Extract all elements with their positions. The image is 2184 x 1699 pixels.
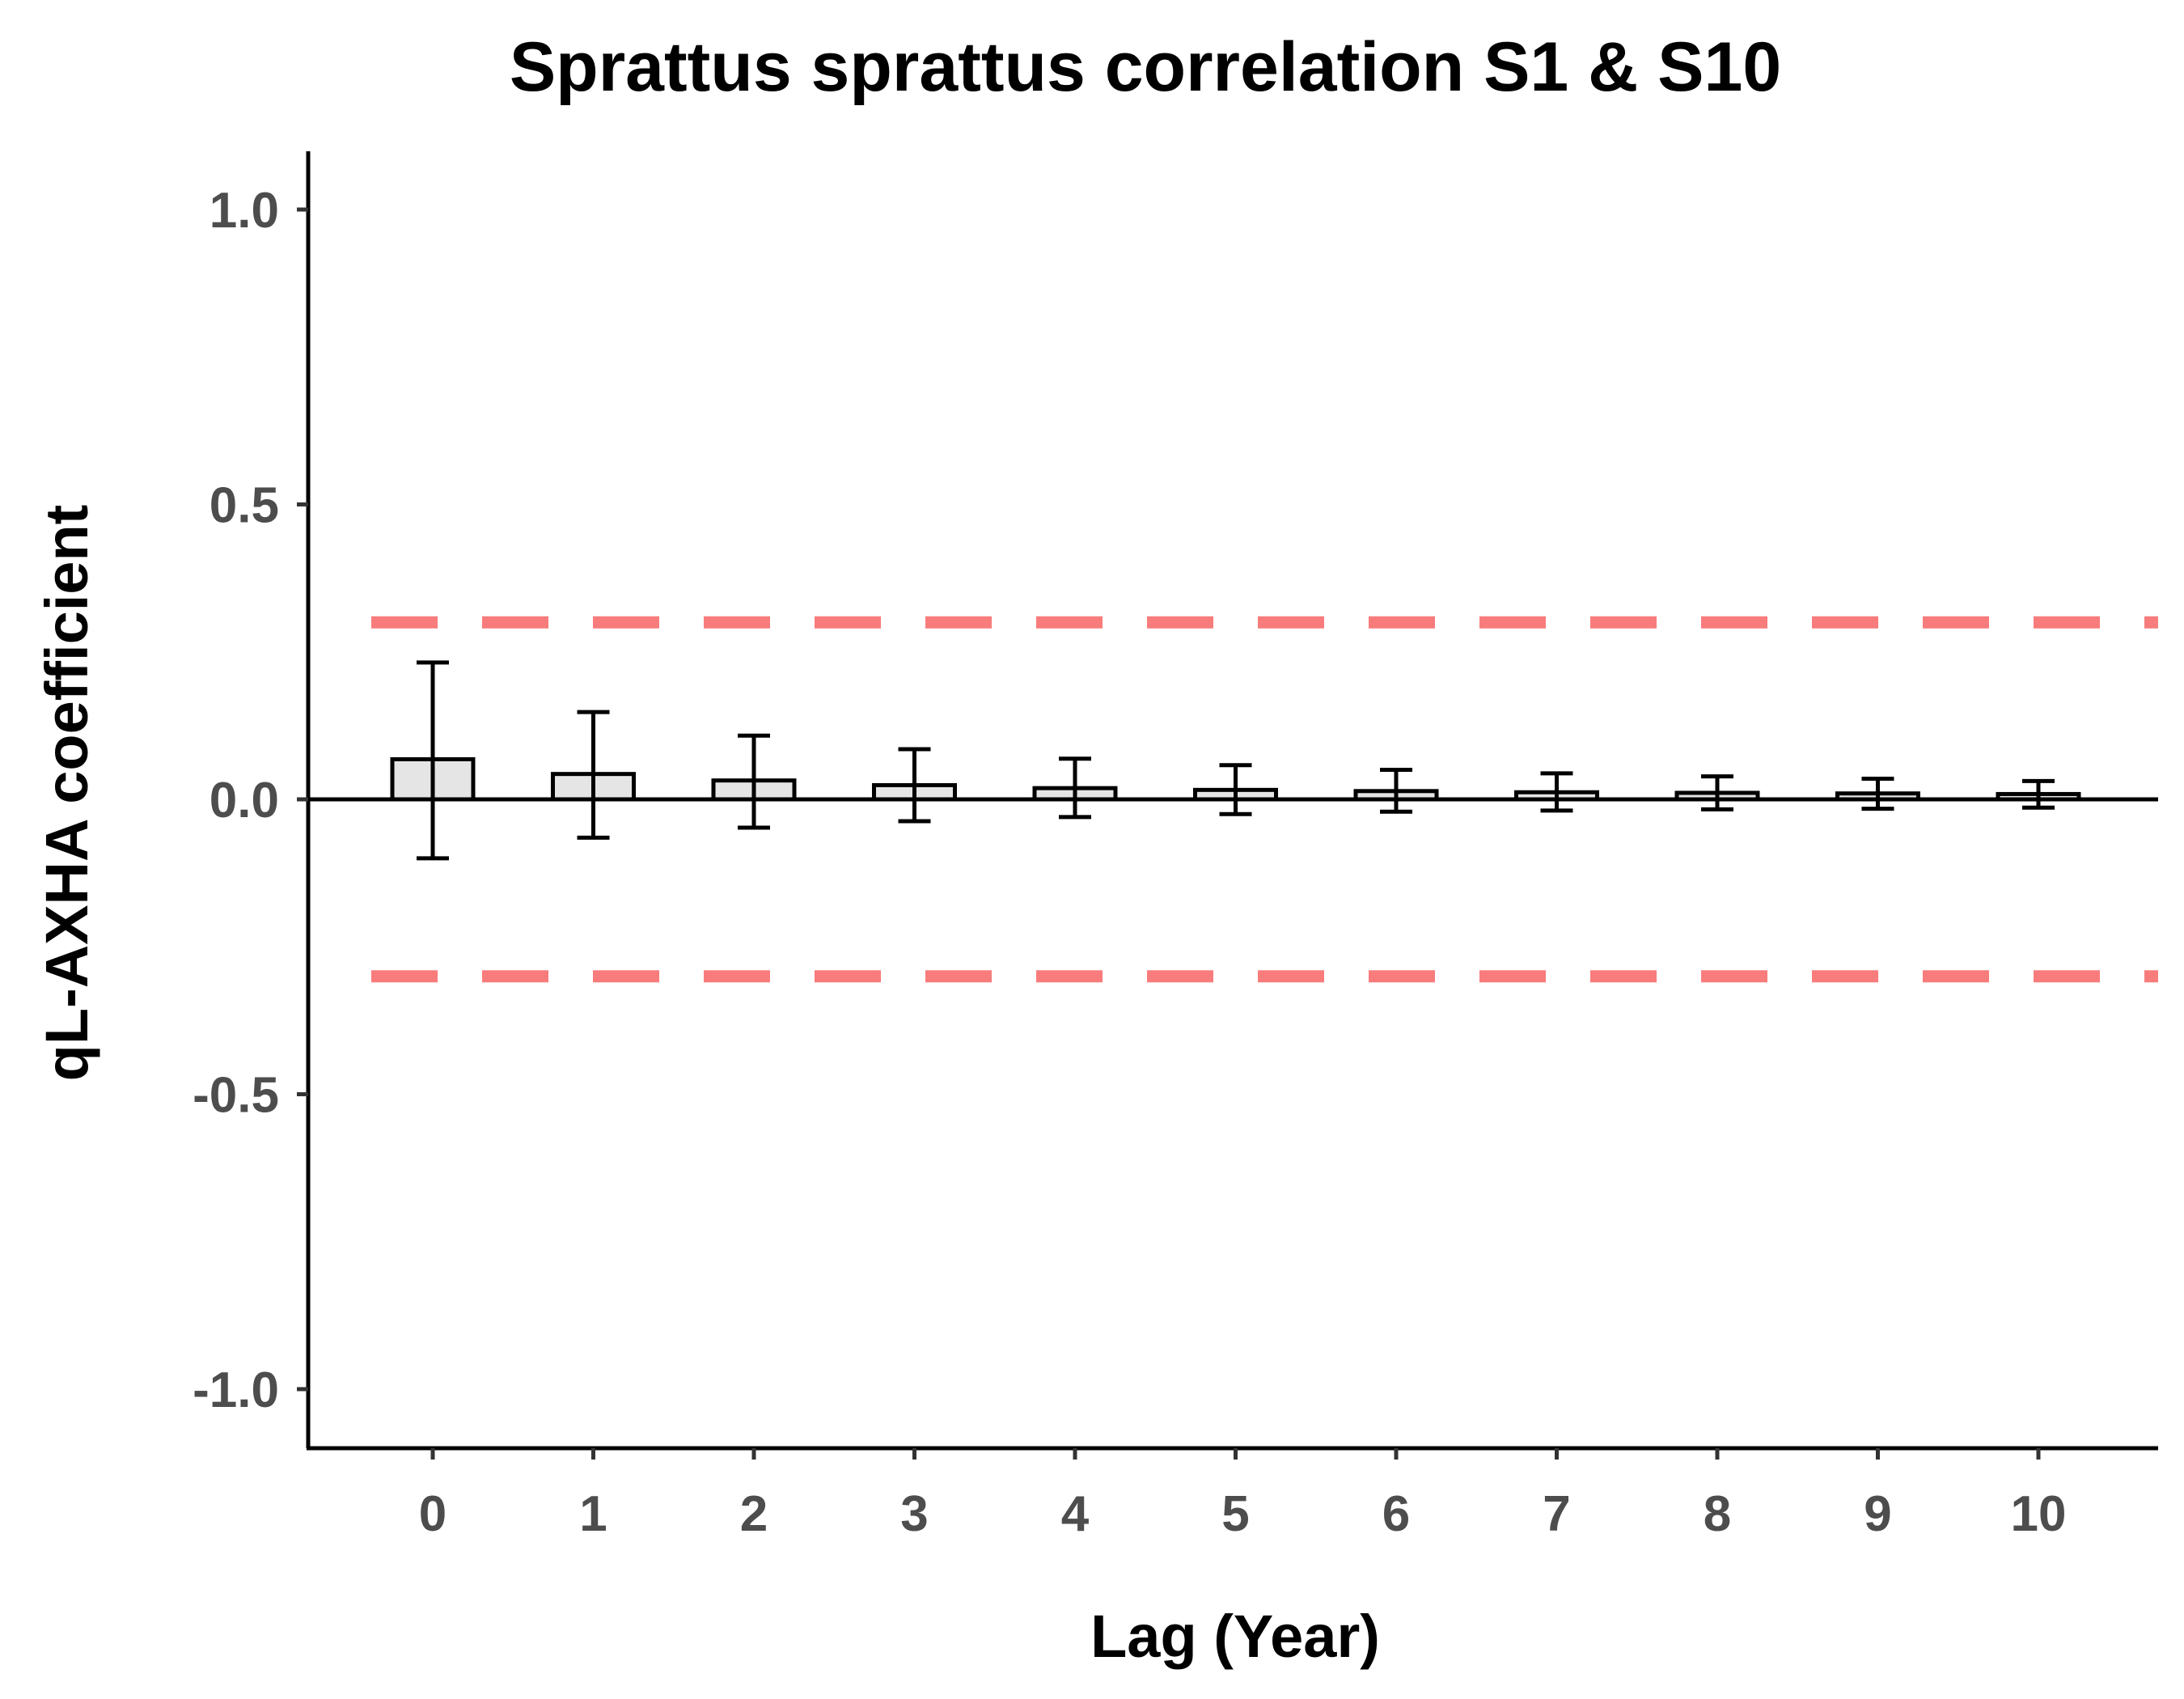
x-tick-label: 2 — [740, 1486, 768, 1542]
x-tick-label: 5 — [1221, 1486, 1249, 1542]
x-tick-label: 9 — [1864, 1486, 1891, 1542]
y-tick-label: 0.0 — [210, 773, 279, 828]
x-tick-label: 10 — [2011, 1486, 2067, 1542]
x-tick-label: 1 — [579, 1486, 607, 1542]
x-tick-label: 8 — [1704, 1486, 1731, 1542]
y-axis-title: qL-AXHA coefficient — [33, 505, 100, 1082]
x-tick-label: 7 — [1543, 1486, 1570, 1542]
x-tick-label: 0 — [419, 1486, 447, 1542]
y-tick-label: 1.0 — [210, 183, 279, 239]
x-axis-title: Lag (Year) — [1090, 1603, 1380, 1670]
y-tick-label: 0.5 — [210, 478, 279, 534]
x-tick-label: 6 — [1382, 1486, 1410, 1542]
x-tick-label: 3 — [900, 1486, 928, 1542]
y-tick-label: -1.0 — [193, 1362, 279, 1418]
y-tick-label: -0.5 — [193, 1068, 279, 1124]
x-tick-label: 4 — [1061, 1486, 1090, 1542]
chart-title: Sprattus sprattus correlation S1 & S10 — [510, 28, 1781, 106]
plot-area: 1.0 0.5 0.0 -0.5 -1.0 0 1 2 3 4 5 6 7 8 9 10 — [193, 151, 2158, 1542]
